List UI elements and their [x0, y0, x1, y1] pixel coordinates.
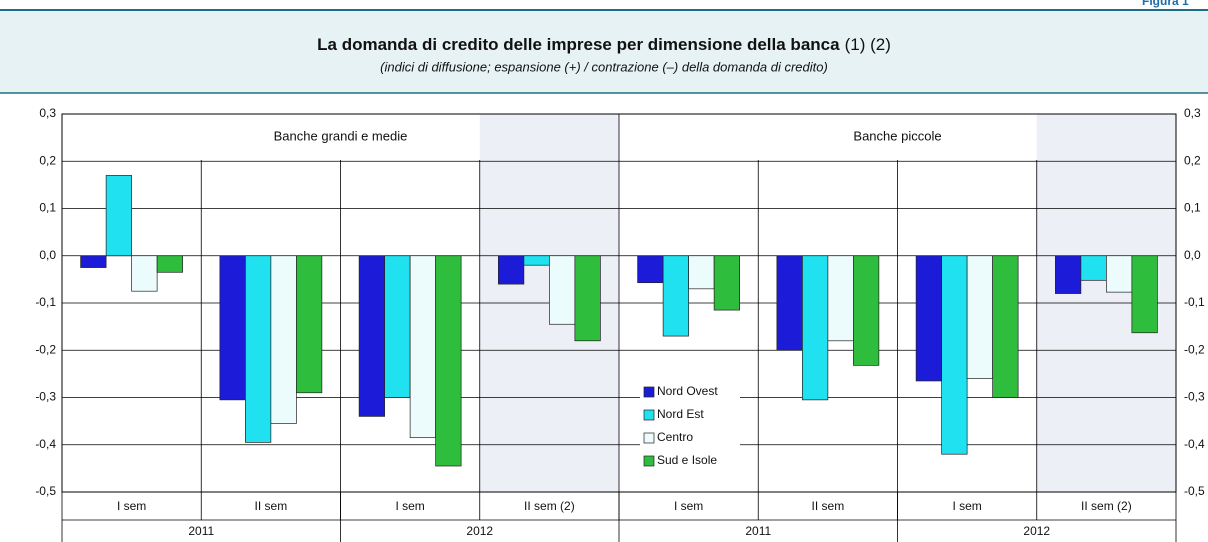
figure-label: Figura 1 — [1142, 0, 1189, 8]
bar — [549, 255, 576, 325]
header-band — [0, 10, 1208, 93]
bar — [1055, 255, 1082, 294]
legend-swatch — [643, 455, 655, 467]
panel-label: Banche piccole — [853, 128, 941, 143]
bar — [270, 255, 297, 424]
y2-tick-label: 0,0 — [1184, 248, 1201, 262]
legend-swatch — [643, 432, 655, 444]
bar — [105, 175, 132, 257]
year-label: 2011 — [188, 524, 214, 538]
x-tick-label: I sem — [395, 499, 424, 513]
x-tick-label: I sem — [117, 499, 146, 513]
title-main: La domanda di credito delle imprese per … — [317, 35, 840, 54]
bar — [713, 255, 740, 311]
bar — [853, 255, 880, 366]
y-tick-label: -0,2 — [35, 342, 56, 356]
bar — [131, 255, 158, 292]
x-tick-label: I sem — [674, 499, 703, 513]
y-tick-label: 0,2 — [39, 153, 56, 167]
bar — [802, 255, 829, 401]
y-tick-label: -0,5 — [35, 484, 56, 498]
bar — [384, 255, 411, 398]
bar — [156, 255, 183, 273]
bar — [1106, 255, 1133, 293]
chart-subtitle: (indici di diffusione; espansione (+) / … — [380, 59, 828, 74]
bar — [662, 255, 689, 337]
legend-label: Centro — [657, 430, 693, 444]
chart-title: La domanda di credito delle imprese per … — [317, 35, 891, 54]
y-tick-label: 0,3 — [39, 106, 56, 120]
legend-box — [640, 382, 740, 478]
x-tick-label: II sem — [812, 499, 845, 513]
y2-tick-label: -0,4 — [1184, 437, 1205, 451]
x-tick-label: II sem (2) — [1081, 499, 1132, 513]
bar — [776, 255, 803, 351]
bar — [296, 255, 323, 394]
x-tick-label: II sem — [255, 499, 288, 513]
bar — [245, 255, 272, 443]
year-label: 2012 — [466, 524, 493, 538]
bar — [966, 255, 993, 379]
y-tick-label: -0,4 — [35, 437, 56, 451]
bar — [435, 255, 462, 467]
y-tick-label: 0,1 — [39, 201, 56, 215]
bar — [409, 255, 436, 439]
y2-tick-label: 0,2 — [1184, 153, 1201, 167]
y2-tick-label: -0,5 — [1184, 484, 1205, 498]
y-tick-label: -0,3 — [35, 390, 56, 404]
y2-tick-label: 0,1 — [1184, 201, 1201, 215]
panel-label: Banche grandi e medie — [274, 128, 408, 143]
y-tick-label: -0,1 — [35, 295, 56, 309]
bar — [915, 255, 942, 382]
legend-label: Nord Est — [657, 407, 704, 421]
y2-tick-label: 0,3 — [1184, 106, 1201, 120]
bar — [637, 255, 664, 284]
bar — [688, 255, 715, 290]
year-label: 2011 — [745, 524, 771, 538]
bar — [1080, 255, 1107, 281]
bar — [941, 255, 968, 455]
bar — [1131, 255, 1158, 334]
bar — [219, 255, 246, 401]
bar — [80, 255, 107, 268]
bar — [498, 255, 525, 285]
y2-tick-label: -0,1 — [1184, 295, 1205, 309]
legend-swatch — [643, 386, 655, 398]
x-tick-label: I sem — [952, 499, 981, 513]
title-notes: (1) (2) — [845, 35, 891, 54]
y-tick-label: 0,0 — [39, 248, 56, 262]
y2-tick-label: -0,2 — [1184, 342, 1205, 356]
legend-label: Sud e Isole — [657, 453, 717, 467]
legend-swatch — [643, 409, 655, 421]
year-label: 2012 — [1023, 524, 1050, 538]
bar — [827, 255, 854, 342]
x-tick-label: II sem (2) — [524, 499, 575, 513]
bar — [523, 255, 550, 266]
legend-label: Nord Ovest — [657, 384, 718, 398]
bar — [992, 255, 1019, 398]
bar — [574, 255, 601, 342]
y2-tick-label: -0,3 — [1184, 390, 1205, 404]
bar — [358, 255, 385, 417]
